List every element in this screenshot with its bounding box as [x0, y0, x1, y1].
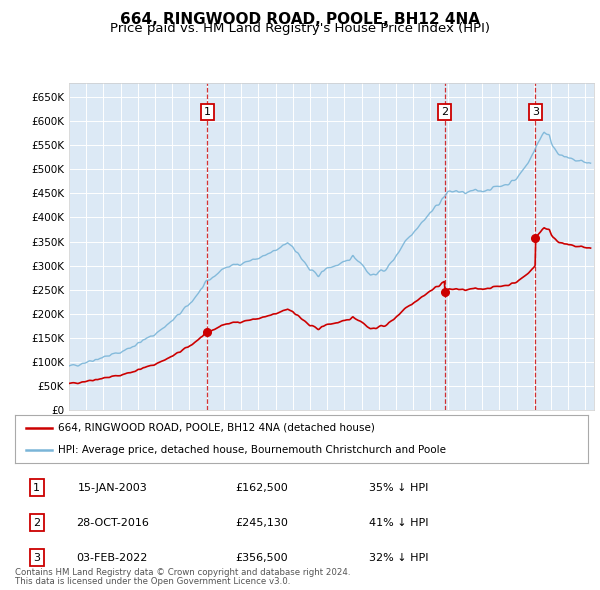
Text: 664, RINGWOOD ROAD, POOLE, BH12 4NA: 664, RINGWOOD ROAD, POOLE, BH12 4NA	[120, 12, 480, 27]
Text: 35% ↓ HPI: 35% ↓ HPI	[369, 483, 428, 493]
Text: 28-OCT-2016: 28-OCT-2016	[76, 518, 149, 528]
Text: 03-FEB-2022: 03-FEB-2022	[77, 553, 148, 563]
Text: 41% ↓ HPI: 41% ↓ HPI	[369, 518, 428, 528]
Text: 2: 2	[33, 518, 40, 528]
Text: 664, RINGWOOD ROAD, POOLE, BH12 4NA (detached house): 664, RINGWOOD ROAD, POOLE, BH12 4NA (det…	[58, 423, 375, 433]
Text: Contains HM Land Registry data © Crown copyright and database right 2024.: Contains HM Land Registry data © Crown c…	[15, 568, 350, 577]
Text: 15-JAN-2003: 15-JAN-2003	[77, 483, 147, 493]
Text: 1: 1	[204, 107, 211, 117]
Text: £162,500: £162,500	[235, 483, 288, 493]
Text: £245,130: £245,130	[235, 518, 288, 528]
Text: 2: 2	[441, 107, 448, 117]
Text: Price paid vs. HM Land Registry's House Price Index (HPI): Price paid vs. HM Land Registry's House …	[110, 22, 490, 35]
Text: 3: 3	[33, 553, 40, 563]
Text: HPI: Average price, detached house, Bournemouth Christchurch and Poole: HPI: Average price, detached house, Bour…	[58, 445, 446, 455]
Text: 1: 1	[33, 483, 40, 493]
Text: £356,500: £356,500	[235, 553, 288, 563]
Text: 3: 3	[532, 107, 539, 117]
Text: 32% ↓ HPI: 32% ↓ HPI	[369, 553, 428, 563]
Text: This data is licensed under the Open Government Licence v3.0.: This data is licensed under the Open Gov…	[15, 578, 290, 586]
